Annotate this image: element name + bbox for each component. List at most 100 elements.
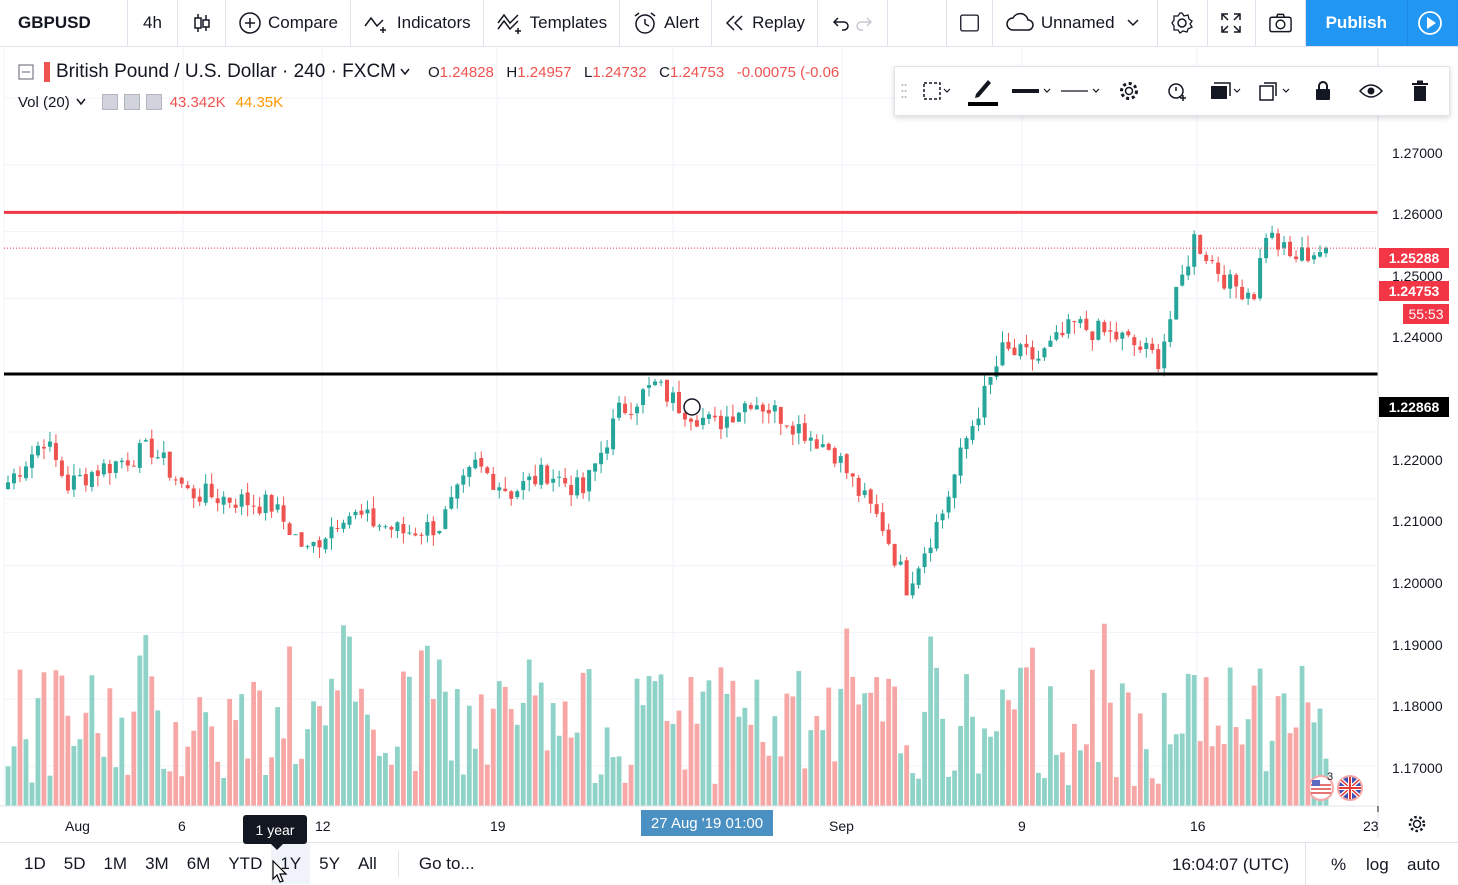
drag-handle[interactable]	[895, 67, 913, 115]
volume-bar	[892, 686, 898, 806]
volume-bar	[778, 756, 784, 806]
candle	[245, 482, 250, 517]
time-axis-settings-icon[interactable]	[1406, 813, 1428, 835]
candle	[1066, 314, 1071, 339]
volume-bar	[736, 716, 742, 806]
redo-icon[interactable]	[854, 14, 874, 32]
drawing-settings-button[interactable]	[1105, 67, 1153, 115]
candle	[473, 452, 478, 470]
time-tick: Aug	[65, 818, 90, 834]
price-tick: 1.20000	[1392, 575, 1443, 591]
goto-button[interactable]: Go to...	[397, 851, 475, 877]
volume-bar	[107, 688, 113, 806]
publish-button[interactable]: Publish	[1305, 0, 1408, 46]
candle	[413, 527, 418, 537]
volume-bar	[628, 764, 634, 806]
candle	[497, 482, 502, 499]
indicators-button[interactable]: Indicators	[351, 0, 484, 46]
candle	[1312, 252, 1317, 264]
candle	[760, 402, 765, 424]
publish-options-button[interactable]	[1408, 0, 1458, 46]
volume-bar	[844, 628, 850, 806]
fullscreen-button[interactable]	[1208, 0, 1256, 46]
candle	[886, 523, 891, 546]
compare-button[interactable]: Compare	[226, 0, 351, 46]
collapse-icon[interactable]	[18, 64, 34, 80]
range-3m-button[interactable]: 3M	[145, 854, 169, 873]
settings-button[interactable]	[1158, 0, 1208, 46]
volume-ma-value: 44.35K	[235, 93, 284, 111]
volume-bar	[880, 721, 886, 806]
candle	[676, 380, 681, 415]
chart-type-button[interactable]	[178, 0, 226, 46]
save-layout-button[interactable]: Unnamed	[993, 0, 1158, 46]
volume-bar	[592, 783, 598, 806]
line-style-button[interactable]	[1057, 67, 1105, 115]
symbol-title[interactable]: British Pound / U.S. Dollar · 240 · FXCM	[56, 61, 396, 82]
replay-button[interactable]: Replay	[712, 0, 818, 46]
utc-clock[interactable]: 16:04:07 (UTC)	[1172, 843, 1307, 885]
layout-button[interactable]	[947, 0, 993, 46]
candle	[89, 470, 94, 492]
volume-bar	[430, 698, 436, 806]
line-color-button[interactable]	[959, 67, 1007, 115]
volume-bar	[161, 768, 167, 806]
chart-canvas[interactable]	[0, 0, 1458, 838]
auto-toggle[interactable]: auto	[1407, 854, 1441, 874]
volume-title[interactable]: Vol (20)	[18, 93, 70, 111]
candle	[1000, 331, 1005, 367]
symbol-color-marker	[44, 62, 50, 82]
undo-icon[interactable]	[831, 14, 851, 32]
range-all-button[interactable]: All	[357, 854, 377, 873]
templates-button[interactable]: Templates	[484, 0, 621, 46]
selection-box-icon	[923, 82, 951, 100]
alert-button[interactable]: Alert	[620, 0, 713, 46]
percent-toggle[interactable]: %	[1331, 854, 1347, 874]
publish-label: Publish	[1325, 13, 1387, 32]
candle	[1210, 255, 1215, 264]
add-alert-button[interactable]	[1153, 67, 1201, 115]
delete-button[interactable]	[1395, 67, 1445, 115]
line-width-button[interactable]	[1007, 67, 1057, 115]
open-value: 1.24828	[439, 63, 494, 81]
range-ytd-button[interactable]: YTD	[228, 854, 263, 873]
volume-bar	[928, 636, 933, 806]
economic-events[interactable]: 3	[1306, 771, 1366, 803]
volume-bar	[1275, 696, 1281, 806]
remove-toggle-icon[interactable]	[145, 94, 162, 110]
settings-toggle-icon[interactable]	[123, 94, 140, 110]
visual-order-button[interactable]	[1201, 67, 1251, 115]
lock-button[interactable]	[1299, 67, 1347, 115]
candle	[11, 468, 16, 490]
range-5y-button[interactable]: 5Y	[319, 854, 340, 873]
symbol-search-button[interactable]: GBPUSD	[0, 0, 128, 46]
candle	[527, 473, 532, 492]
candle	[1168, 310, 1173, 348]
candle	[892, 543, 897, 568]
range-1m-button[interactable]: 1M	[103, 854, 128, 873]
volume-bar	[11, 746, 17, 806]
range-5d-button[interactable]: 5D	[63, 854, 86, 873]
candle	[629, 402, 634, 420]
candle	[395, 521, 400, 539]
volume-bar	[952, 770, 957, 806]
volume-bar	[137, 655, 143, 806]
range-6m-button[interactable]: 6M	[186, 854, 211, 873]
candle	[47, 431, 52, 452]
volume-bar	[1048, 686, 1053, 806]
select-tool-button[interactable]	[913, 67, 959, 115]
volume-bar	[574, 732, 580, 806]
volume-bar	[1251, 685, 1257, 806]
volume-bar	[934, 667, 939, 806]
change-value: -0.00075 (-0.06	[736, 63, 840, 81]
clone-button[interactable]	[1251, 67, 1299, 115]
interval-button[interactable]: 4h	[128, 0, 178, 46]
range-1d-button[interactable]: 1D	[24, 854, 46, 873]
candle	[581, 472, 586, 499]
volume-bar	[359, 688, 364, 806]
snapshot-button[interactable]	[1256, 0, 1306, 46]
volume-bar	[1083, 744, 1089, 806]
log-toggle[interactable]: log	[1366, 854, 1389, 874]
hide-button[interactable]	[1347, 67, 1395, 115]
eye-toggle-icon[interactable]	[101, 94, 118, 110]
